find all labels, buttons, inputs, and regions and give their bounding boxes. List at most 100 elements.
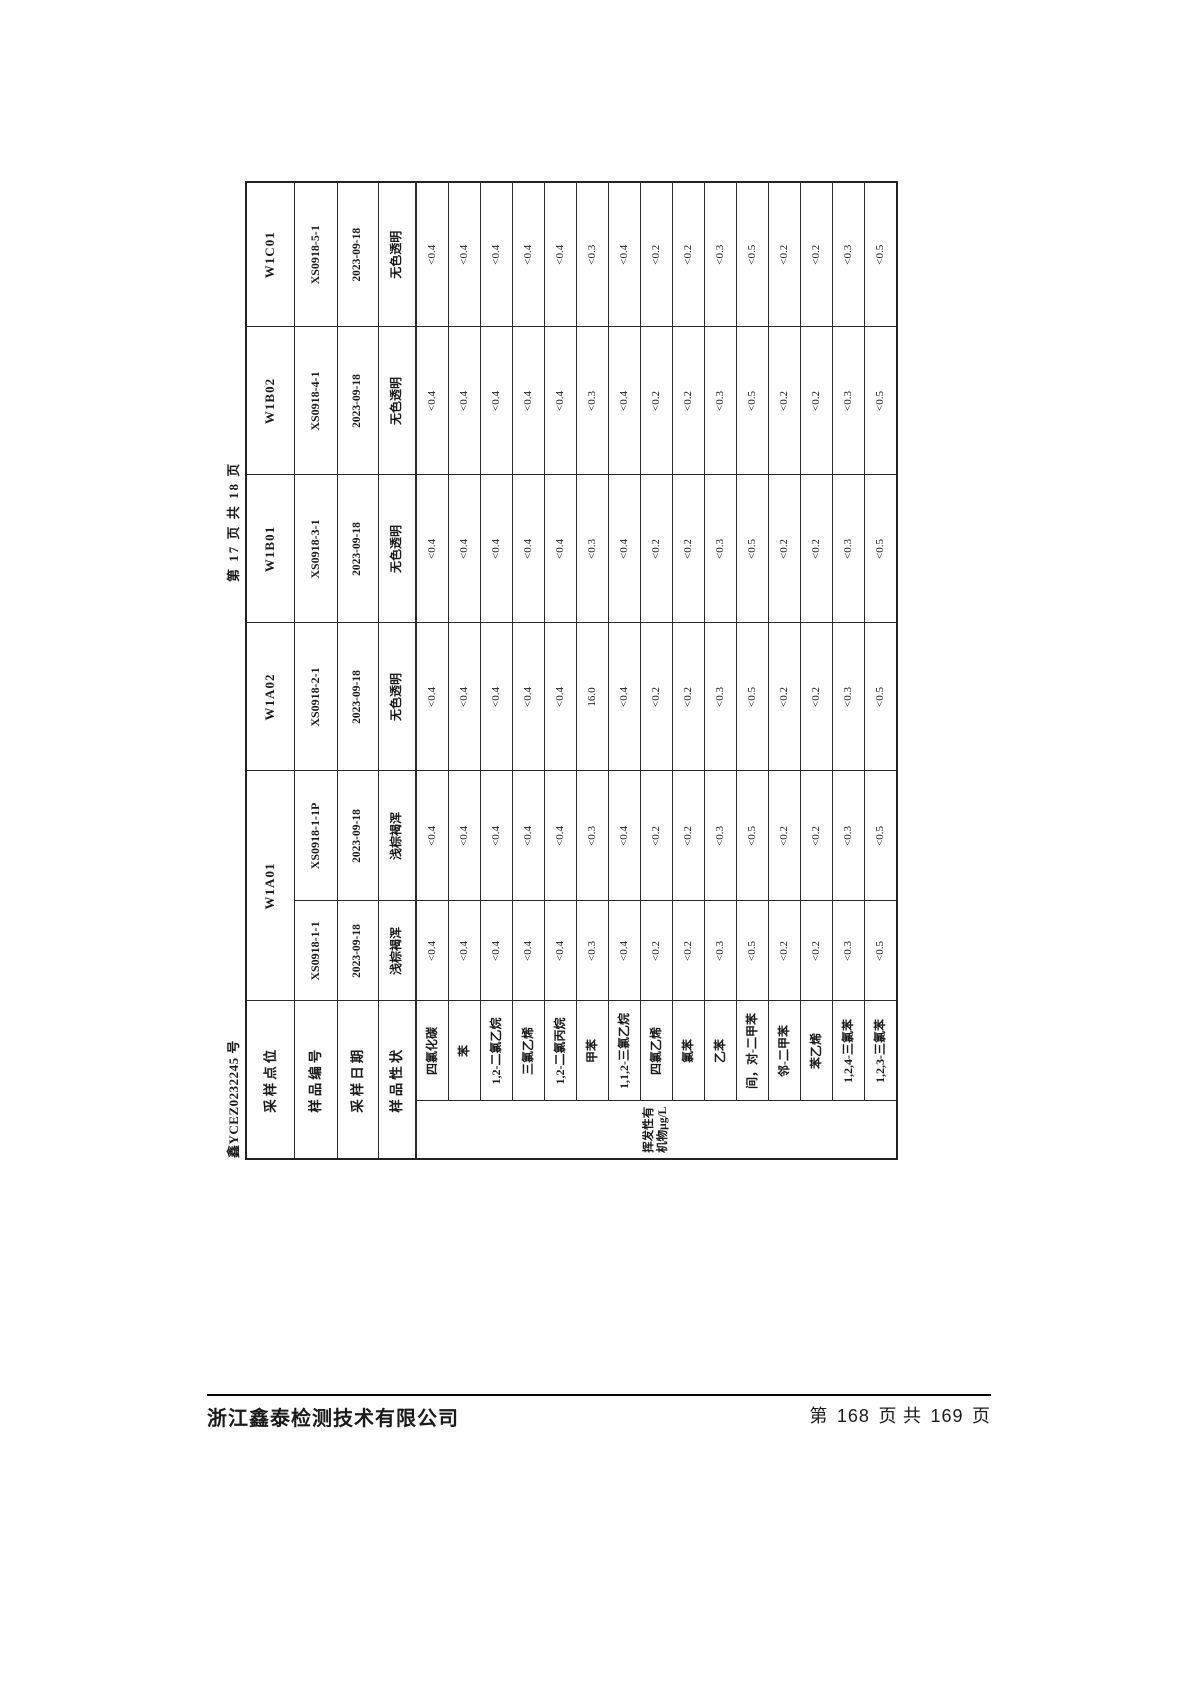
result-value: <0.2 — [768, 901, 801, 1001]
sampling-site-value: W1C01 — [246, 181, 295, 327]
result-value: <0.3 — [832, 901, 865, 1001]
footer-page-label: 第 168 页 共 169 页 — [809, 1402, 991, 1428]
report-number: 鑫YCEZ0232245 号 — [226, 1040, 241, 1158]
result-value: <0.2 — [800, 181, 833, 327]
sampling-site-value: W1A02 — [246, 622, 295, 771]
result-value: <0.4 — [448, 901, 481, 1001]
table-row: 1,2,3-三氯苯 <0.5 <0.5 <0.5 <0.5 <0.5 <0.5 — [864, 181, 897, 1159]
result-value: <0.5 — [736, 474, 769, 623]
sample-number-value: XS0918-1-1 — [294, 901, 338, 1001]
result-value: <0.2 — [800, 901, 833, 1001]
result-value: <0.4 — [544, 181, 577, 327]
result-value: <0.2 — [768, 770, 801, 901]
result-value: <0.3 — [832, 326, 865, 475]
result-value: <0.4 — [480, 770, 513, 901]
result-value: <0.4 — [480, 326, 513, 475]
result-value: <0.2 — [640, 326, 673, 475]
parameter-group-label: 挥发性有机物μg/L — [416, 1101, 897, 1159]
sampling-date-value: 2023-09-18 — [337, 474, 379, 623]
result-value: <0.4 — [608, 326, 641, 475]
row-sampling-date: 采样日期 2023-09-18 2023-09-18 2023-09-18 20… — [337, 181, 379, 1159]
table-row: 1,2-二氯丙烷 <0.4 <0.4 <0.4 <0.4 <0.4 <0.4 — [544, 181, 577, 1159]
result-value: <0.3 — [576, 181, 609, 327]
sample-number-value: XS0918-3-1 — [294, 474, 338, 623]
result-value: <0.3 — [576, 770, 609, 901]
sample-number-label: 样品编号 — [294, 1001, 338, 1159]
result-value: <0.5 — [864, 622, 897, 771]
sampling-date-value: 2023-09-18 — [337, 901, 379, 1001]
result-value: 16.0 — [576, 622, 609, 771]
result-value: <0.2 — [640, 474, 673, 623]
table-row: 1,1,2-三氯乙烷 <0.4 <0.4 <0.4 <0.4 <0.4 <0.4 — [608, 181, 641, 1159]
result-value: <0.3 — [832, 622, 865, 771]
sampling-date-value: 2023-09-18 — [337, 622, 379, 771]
result-value: <0.4 — [416, 770, 449, 901]
result-value: <0.4 — [448, 474, 481, 623]
result-value: <0.5 — [736, 770, 769, 901]
result-value: <0.4 — [480, 181, 513, 327]
result-value: <0.4 — [608, 901, 641, 1001]
result-value: <0.2 — [672, 622, 705, 771]
result-value: <0.4 — [480, 901, 513, 1001]
sheet-header: 鑫YCEZ0232245 号 第 17 页 共 18 页 — [219, 183, 245, 1160]
sample-character-value: 无色透明 — [378, 181, 416, 327]
row-sampling-site: 采样点位 W1A01 W1A02 W1B01 W1B02 W1C01 — [246, 181, 295, 1159]
analyte-name: 1,2-二氯丙烷 — [544, 1001, 577, 1101]
table-row: 挥发性有机物μg/L 四氯化碳 <0.4 <0.4 <0.4 <0.4 <0.4 <0.4 — [416, 181, 897, 1159]
result-value: <0.3 — [832, 770, 865, 901]
result-value: <0.5 — [864, 326, 897, 475]
result-value: <0.2 — [672, 326, 705, 475]
analyte-name: 氯苯 — [672, 1001, 705, 1101]
result-value: <0.3 — [576, 474, 609, 623]
result-value: <0.2 — [640, 622, 673, 771]
footer-divider — [207, 1394, 991, 1396]
sheet-page-note: 第 17 页 共 18 页 — [226, 461, 241, 582]
sample-number-value: XS0918-2-1 — [294, 622, 338, 771]
analyte-name: 乙苯 — [704, 1001, 737, 1101]
sample-character-value: 无色透明 — [378, 326, 416, 475]
analyte-name: 1,2,3-三氯苯 — [864, 1001, 897, 1101]
result-value: <0.5 — [736, 181, 769, 327]
result-value: <0.3 — [832, 181, 865, 327]
row-sample-character: 样品性状 浅棕褐浑 浅棕褐浑 无色透明 无色透明 无色透明 无色透明 — [378, 181, 416, 1159]
result-value: <0.4 — [448, 326, 481, 475]
table-row: 1,2,4-三氯苯 <0.3 <0.3 <0.3 <0.3 <0.3 <0.3 — [832, 181, 865, 1159]
result-value: <0.4 — [480, 474, 513, 623]
result-value: <0.3 — [576, 326, 609, 475]
sample-number-value: XS0918-1-1P — [294, 770, 338, 901]
result-value: <0.4 — [608, 770, 641, 901]
rotated-sheet: 鑫YCEZ0232245 号 第 17 页 共 18 页 采样点位 W1A01 … — [219, 180, 898, 1160]
sample-number-value: XS0918-4-1 — [294, 326, 338, 475]
row-sample-number: 样品编号 XS0918-1-1 XS0918-1-1P XS0918-2-1 X… — [294, 181, 338, 1159]
result-value: <0.4 — [512, 326, 545, 475]
result-value: <0.2 — [800, 622, 833, 771]
result-value: <0.2 — [672, 901, 705, 1001]
analyte-name: 苯 — [448, 1001, 481, 1101]
result-value: <0.3 — [704, 181, 737, 327]
result-value: <0.4 — [544, 474, 577, 623]
footer-page-current: 168 — [836, 1406, 870, 1426]
result-value: <0.4 — [512, 770, 545, 901]
result-value: <0.5 — [864, 181, 897, 327]
result-value: <0.2 — [672, 474, 705, 623]
result-value: <0.2 — [640, 770, 673, 901]
result-value: <0.2 — [768, 622, 801, 771]
table-row: 苯 <0.4 <0.4 <0.4 <0.4 <0.4 <0.4 — [448, 181, 481, 1159]
sampling-date-value: 2023-09-18 — [337, 181, 379, 327]
sample-number-value: XS0918-5-1 — [294, 181, 338, 327]
result-value: <0.5 — [864, 474, 897, 623]
result-value: <0.3 — [704, 474, 737, 623]
result-value: <0.2 — [768, 326, 801, 475]
analyte-name: 甲苯 — [576, 1001, 609, 1101]
result-value: <0.4 — [544, 770, 577, 901]
sampling-date-value: 2023-09-18 — [337, 770, 379, 901]
result-value: <0.2 — [640, 181, 673, 327]
result-value: <0.3 — [704, 622, 737, 771]
result-value: <0.4 — [416, 622, 449, 771]
result-value: <0.5 — [736, 901, 769, 1001]
result-value: <0.5 — [736, 622, 769, 771]
table-row: 氯苯 <0.2 <0.2 <0.2 <0.2 <0.2 <0.2 — [672, 181, 705, 1159]
table-row: 间，对-二甲苯 <0.5 <0.5 <0.5 <0.5 <0.5 <0.5 — [736, 181, 769, 1159]
result-value: <0.2 — [768, 181, 801, 327]
footer-company: 浙江鑫泰检测技术有限公司 — [207, 1408, 459, 1430]
